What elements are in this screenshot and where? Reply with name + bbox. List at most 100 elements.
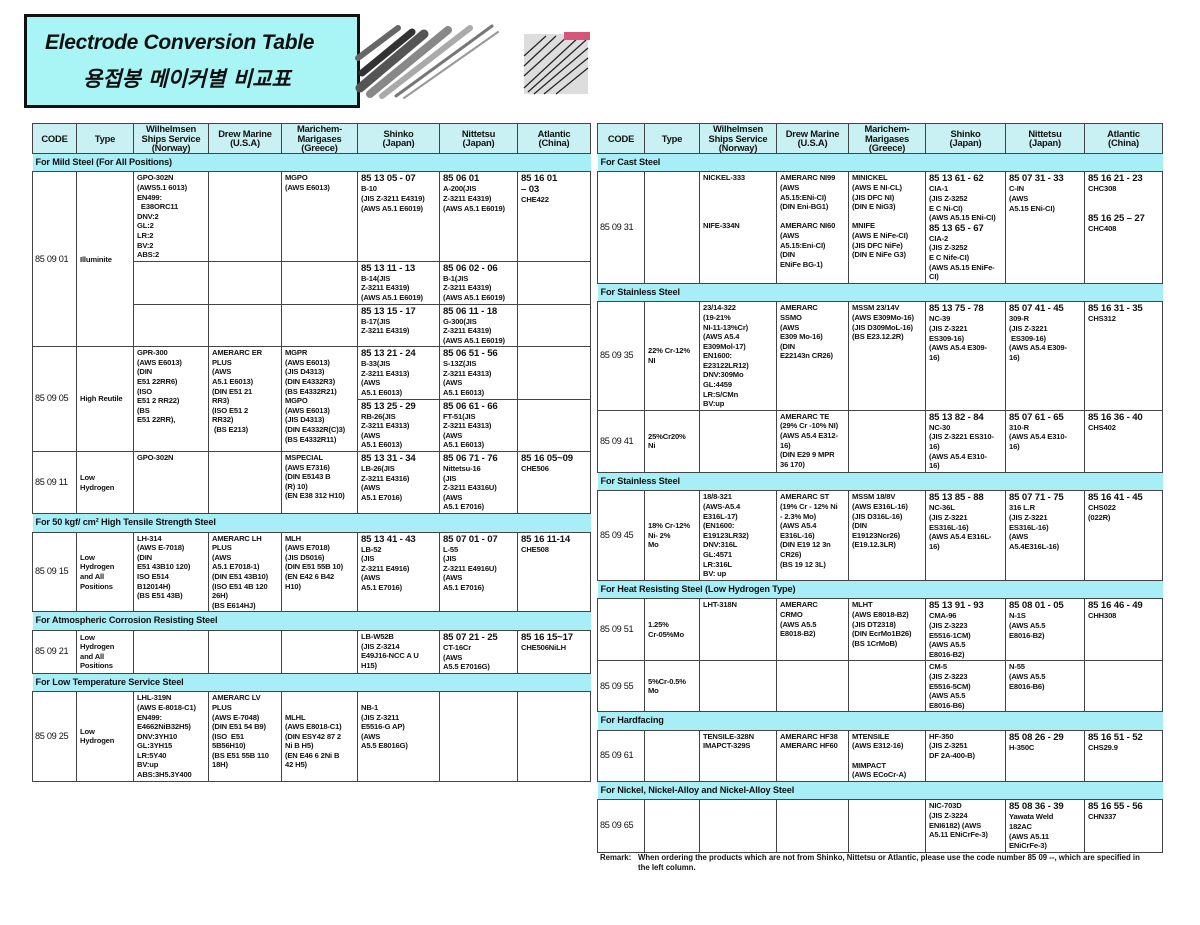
cell-line: (JIS Z-3221 [1009,323,1048,333]
section-row: For Stainless Steel [597,471,1163,492]
cell-line: (AWS E6013) [137,357,182,367]
cell-marichem: MSSM 23/14V (AWS E309Mo-16) (JIS D309MoL-1… [848,301,926,411]
cell-line: (BS E4332R21) [285,386,337,396]
cell-line: (AWS E7316) [285,462,330,472]
product-code: 85 09 15 [32,531,77,613]
cell-wilhelmsen: 23/14-322 (19-21% NI-11-13%Cr) (AWS A5.4 E30… [699,301,777,411]
cell-line: (AWS [1009,193,1029,203]
cell-line: GL:4571 [703,549,732,559]
cell-shinko: CM-5 (JIS Z-3223 E5516-5CM) (AWS A5.5 E8016-… [925,660,1006,713]
cell-atlantic [517,691,591,782]
cell-line: (19% Cr - 12% Ni [780,502,838,511]
cell-line: (DIN E51 21 [212,386,253,396]
cell-line: SSMO [780,312,802,322]
cell-line: LB-52 [361,544,382,554]
cell-line: AMERARC ST [780,492,830,502]
cell-line: GL:2 [137,221,154,231]
cell-line: (JIS D309MoL-16) [852,322,913,332]
cell-line: (AWS [780,182,800,192]
section-row: For Cast Steel [597,152,1163,173]
cell-line: (BS 1CrMoB) [852,638,898,648]
cell-line: Hydrogen [80,482,115,492]
column-header-wilhelmsen: Wilhelmsen Ships Service (Norway) [133,123,209,154]
cell-line: B-14(JIS [361,273,391,283]
cell-line: Z-3211 E4916) [361,563,410,573]
cell-line: 16) [929,352,940,362]
header-row: CODE Type Wilhelmsen Ships Service (Norway) D… [597,123,1163,154]
cell-shinko: 85 13 05 - 07 B-10 (JIS Z-3211 E4319) (AWS … [357,171,440,262]
electrode-type [644,799,700,853]
cell-shinko: 85 13 15 - 17 B-17(JIS Z-3211 E4319) [357,303,440,348]
cell-line [361,693,437,703]
cell-line: (JIS [443,473,457,483]
cell-wilhelmsen: GPR-300 (AWS E6013) (DIN E51 22RR6) (ISO E51 … [133,346,209,453]
cell-line: CIA-2 [929,233,949,243]
cell-line [703,801,774,811]
cell-line: DNV:2 [137,211,159,221]
cell-drew-marine [208,171,282,262]
cell-line: (DIN EcrMo1B26) [852,629,912,639]
cell-drew-marine [776,660,849,713]
cell-line: NI-11-13%Cr) [703,322,749,332]
cell-line: (AWS A5.4 E316L- [929,532,992,542]
cell-line: B-33(JIS [361,359,391,369]
cell-line: (AWS [361,430,381,440]
cell-line: Low [80,632,95,642]
cell-line: (AWS A5.15 ENiFe- [929,262,995,272]
cell-line: A5.1 E6013) [212,377,253,387]
cell-line: AMERARC TE [780,411,830,421]
cell-line: and All [80,571,104,581]
cell-line [648,223,697,233]
cell-line: Hydrogen [80,736,115,746]
cell-line: E51 43B10 120) [137,562,191,572]
cell-atlantic: 85 16 31 - 35 CHS312 [1084,301,1163,411]
cell-drew-marine: AMERARC LV PLUS (AWS E-7048) (DIN E51 54 B9… [208,691,282,782]
cell-wilhelmsen: GPO-302N [133,451,209,514]
column-header-marichem: Marichem- Marigases (Greece) [281,123,358,154]
cell-line: (AWS A5.11 [1009,831,1049,841]
cell-line: CT-16Cr [443,642,472,652]
cell-line: A5.1 E6013) [443,440,484,450]
cell-line: (JIS D5016) [285,552,325,562]
cell-line [648,821,697,831]
cell-line: 85 16 55 - 56 [1088,801,1143,813]
cell-line: E19123LR32) [703,530,749,540]
cell-line: 85 13 75 - 78 [929,303,984,315]
table-row: 85 09 25 Low Hydrogen LHL-319N (AWS E-8018-C… [32,691,591,782]
cell-atlantic: 85 16 11-14 CHE508 [517,531,591,613]
cell-marichem: MLHT (AWS E8018-B2) (JIS DT2318) (DIN EcrMo… [848,598,926,662]
cell-line: (DIN E29 9 MPR [780,450,835,460]
cell-line: 85 13 41 - 43 [361,533,416,545]
table-row: 85 09 55 5%Cr-0.5% Mo CM-5 (JIS Z-3223 E5516-… [597,660,1163,713]
cell-line: (AWS A5.4 E312- [780,431,838,441]
cell-nittetsu: 85 06 01 A-200(JIS Z-3211 E4319) (AWS A5.1 … [439,171,518,262]
cell-line: (BS E614HJ) [212,600,256,610]
cell-wilhelmsen [699,409,777,473]
cell-line: (DIN [137,367,153,377]
cell-line: 85 06 61 - 66 [443,400,498,412]
cell-line: (DIN E NiFe G3) [852,250,906,260]
electrode-type: 1.25% Cr-05%Mo [644,598,700,662]
cell-line: Z-3211 E4313) [361,421,410,431]
cell-line [1088,662,1160,672]
electrode-type: 18% Cr-12% Ni- 2% Mo [644,490,700,581]
cell-line: 16) [780,440,791,450]
section-row: For Low Temperature Service Steel [32,672,591,693]
cell-line: ABS:3H5.3Y400 [137,770,192,780]
cell-line: CRMO [780,609,803,619]
cell-line: C-IN [1009,184,1025,194]
cell-line: 85 06 01 [443,173,480,185]
cell-line: MLHL [285,712,306,722]
cell-line: E8016-B2) [929,649,965,659]
table-row: 85 09 15 Low Hydrogen and All Positions LH-31… [32,531,591,613]
cell-line: (JIS DT2318) [852,619,896,629]
cell-line: (JIS [361,554,375,564]
cell-wilhelmsen: GPO-302N (AWS5.1 6013) EN499: E38ORC11 DNV:… [133,171,209,262]
cell-line: ES309-16) [1009,333,1046,343]
section-title: For 50 kgf/ cm² High Tensile Strength St… [32,513,591,533]
cell-line: E51 22RR), [137,415,176,425]
product-code: 85 09 61 [597,729,645,782]
column-header-code: CODE [32,123,77,154]
section-title: For Stainless Steel [597,282,1163,303]
cell-line: GL:4459 [703,380,732,390]
